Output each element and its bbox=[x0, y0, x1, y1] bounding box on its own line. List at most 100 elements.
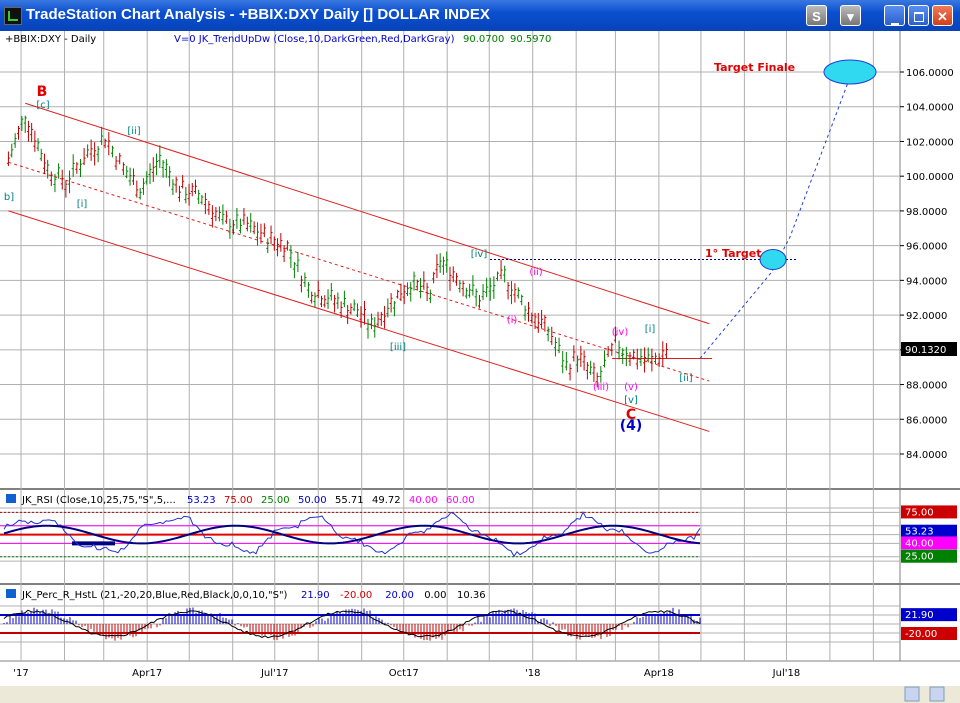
minimize-button[interactable] bbox=[884, 5, 905, 26]
rsi-signal-line bbox=[3, 524, 701, 545]
time-axis-label: Jul'18 bbox=[772, 668, 801, 679]
perc-value: -20.00 bbox=[340, 590, 372, 601]
price-axis-background bbox=[900, 31, 960, 685]
symbol-menu-button[interactable]: S bbox=[806, 5, 827, 26]
perc-value: 20.00 bbox=[385, 590, 414, 601]
rsi-axis-badge bbox=[901, 549, 957, 563]
price-bars bbox=[6, 115, 668, 388]
rsi-axis-badge bbox=[901, 536, 957, 550]
last-price-label: 90.1320 bbox=[905, 345, 946, 356]
wave-label: (ii) bbox=[529, 267, 542, 278]
indicator-value-2: 90.5970 bbox=[510, 34, 551, 45]
time-axis: '17 Apr17 Jul'17 Oct17 '18 Apr18 Jul'18 bbox=[13, 668, 800, 679]
close-button[interactable]: ✕ bbox=[932, 5, 953, 26]
wave-label: b] bbox=[4, 192, 14, 203]
trend-channel bbox=[8, 59, 877, 432]
wave-label: [i] bbox=[645, 324, 656, 335]
rsi-values: 53.23 75.00 25.00 50.00 55.71 49.72 40.00 60.00 bbox=[187, 495, 475, 506]
rsi-indicator-icon bbox=[6, 494, 16, 503]
chart-area[interactable]: B[c] b] [i] [ii] [iii] [iv] (i) (ii) (iii) (iv) (v… bbox=[0, 31, 960, 703]
price-tick-label: 94.0000 bbox=[906, 276, 947, 287]
rsi-value: 50.00 bbox=[298, 495, 327, 506]
price-tick-label: 98.0000 bbox=[906, 207, 947, 218]
wave-label: [ii] bbox=[679, 373, 692, 384]
grid bbox=[0, 31, 900, 661]
maximize-button[interactable] bbox=[908, 5, 929, 26]
time-axis-label: '17 bbox=[13, 668, 28, 679]
title-bar[interactable]: TradeStation Chart Analysis - +BBIX:DXY … bbox=[0, 0, 960, 31]
price-tick-label: 86.0000 bbox=[906, 415, 947, 426]
perc-header-label: JK_Perc_R_HstL (21,-20,20,Blue,Red,Black… bbox=[21, 590, 288, 601]
wave-label: [iv] bbox=[471, 249, 488, 260]
rsi-axis-label: 53.23 bbox=[905, 527, 934, 538]
maximize-icon bbox=[913, 12, 924, 22]
price-axis: 106.0000 104.0000 102.0000 100.0000 98.0000 9… bbox=[900, 68, 954, 461]
rsi-value: 55.71 bbox=[335, 495, 364, 506]
wave-label: (iii) bbox=[593, 382, 609, 393]
wave-label: [v] bbox=[624, 395, 638, 406]
price-tick-label: 96.0000 bbox=[906, 242, 947, 253]
perc-axis-label: -20.00 bbox=[905, 629, 937, 640]
rsi-axis-label: 25.00 bbox=[905, 552, 934, 563]
perc-axis-badge bbox=[901, 627, 957, 640]
rsi-value: 25.00 bbox=[261, 495, 290, 506]
target-finale-ellipse bbox=[823, 59, 877, 85]
wave-label: C bbox=[626, 407, 636, 423]
scroll-left-button[interactable] bbox=[904, 686, 920, 702]
channel-upper-line bbox=[25, 102, 710, 325]
target-1-label: 1° Target bbox=[705, 247, 762, 260]
target-1-ellipse bbox=[759, 249, 787, 271]
price-tick-label: 84.0000 bbox=[906, 450, 947, 461]
rsi-value: 75.00 bbox=[224, 495, 253, 506]
rsi-value: 60.00 bbox=[446, 495, 475, 506]
perc-value: 10.36 bbox=[457, 590, 486, 601]
perc-axis-label: 21.90 bbox=[905, 610, 934, 621]
rsi-axis-badge bbox=[901, 505, 957, 519]
time-axis-label: Apr17 bbox=[132, 668, 162, 679]
indicator-label: V=0 JK_TrendUpDw (Close,10,DarkGreen,Red… bbox=[174, 34, 455, 45]
wave-label: (i) bbox=[507, 315, 518, 326]
horizontal-scrollbar[interactable] bbox=[0, 686, 960, 703]
price-tick-label: 92.0000 bbox=[906, 311, 947, 322]
chart-app-icon bbox=[4, 7, 22, 25]
window-title: TradeStation Chart Analysis - +BBIX:DXY … bbox=[26, 6, 490, 23]
perc-indicator-icon bbox=[6, 589, 16, 598]
price-tick-label: 106.0000 bbox=[906, 68, 954, 79]
last-price-badge bbox=[901, 342, 957, 356]
time-axis-label: Apr18 bbox=[644, 668, 674, 679]
perc-value: 21.90 bbox=[301, 590, 330, 601]
rsi-value: 49.72 bbox=[372, 495, 401, 506]
rsi-value: 40.00 bbox=[409, 495, 438, 506]
dropdown-menu-button[interactable]: ▾ bbox=[840, 5, 861, 26]
perc-line bbox=[3, 609, 701, 639]
channel-lower-line bbox=[8, 210, 710, 432]
indicator-value-1: 90.0700 bbox=[463, 34, 504, 45]
price-tick-label: 88.0000 bbox=[906, 381, 947, 392]
rsi-axis-label: 75.00 bbox=[905, 507, 934, 518]
time-axis-label: '18 bbox=[525, 668, 540, 679]
time-axis-label: Oct17 bbox=[389, 668, 419, 679]
perc-values: 21.90 -20.00 20.00 0.00 10.36 bbox=[301, 590, 486, 601]
wave-label: B bbox=[37, 84, 48, 100]
rsi-line bbox=[3, 511, 701, 558]
perc-axis-badge bbox=[901, 608, 957, 622]
rsi-panel bbox=[0, 507, 900, 562]
wave-label: [i] bbox=[77, 199, 88, 210]
price-tick-label: 102.0000 bbox=[906, 137, 954, 148]
wave-label: (4) bbox=[620, 418, 643, 434]
rsi-axis-badge bbox=[901, 524, 957, 538]
target-finale-label: Target Finale bbox=[714, 61, 795, 74]
perc-axis: 21.90 -20.00 bbox=[901, 608, 957, 640]
scroll-right-button[interactable] bbox=[929, 686, 945, 702]
rsi-header-label: JK_RSI (Close,10,25,75,"S",5,... bbox=[21, 495, 176, 506]
channel-middle-line bbox=[8, 161, 710, 382]
time-axis-label: Jul'17 bbox=[260, 668, 289, 679]
wave-annotations: B[c] b] [i] [ii] [iii] [iv] (i) (ii) (iii) (iv) (v… bbox=[4, 61, 795, 434]
symbol-label: +BBIX:DXY - Daily bbox=[5, 34, 96, 45]
wave-label: (iv) bbox=[612, 327, 629, 338]
perc-value: 0.00 bbox=[424, 590, 446, 601]
price-tick-label: 104.0000 bbox=[906, 103, 954, 114]
minimize-icon bbox=[890, 23, 899, 25]
